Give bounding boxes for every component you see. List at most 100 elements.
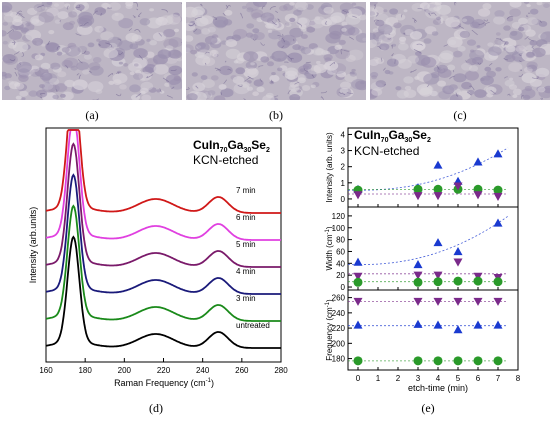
- texture-grain: [146, 38, 151, 42]
- texture-grain: [313, 63, 327, 74]
- texture-grain: [172, 12, 180, 18]
- texture-grain: [399, 39, 406, 45]
- texture-boundary: [414, 20, 416, 24]
- texture-boundary: [504, 76, 508, 79]
- texture-grain: [114, 12, 119, 16]
- texture-grain: [469, 49, 485, 61]
- texture-grain: [197, 49, 212, 59]
- texture-grain: [543, 3, 550, 8]
- texture-grain: [449, 94, 463, 100]
- texture-grain: [224, 9, 233, 16]
- texture-grain: [495, 32, 501, 36]
- texture-grain: [355, 33, 366, 43]
- texture-boundary: [531, 46, 535, 49]
- texture-grain: [370, 38, 377, 49]
- texture-grain: [233, 28, 248, 39]
- texture-grain: [196, 42, 206, 49]
- etch-x-tick-label-8: 8: [516, 374, 521, 383]
- etch-point-0-1-5: [493, 185, 503, 195]
- texture-grain: [344, 73, 357, 83]
- texture-grain: [246, 86, 253, 91]
- spectra-x-tick-label-5: 260: [235, 366, 249, 375]
- texture-grain: [207, 26, 216, 33]
- texture-grain: [157, 49, 172, 59]
- caption-c: (c): [453, 108, 467, 122]
- texture-grain: [461, 15, 475, 25]
- texture-grain: [373, 56, 380, 62]
- texture-grain: [271, 50, 288, 62]
- texture-grain: [328, 24, 345, 36]
- texture-boundary: [88, 70, 92, 73]
- texture-boundary: [16, 10, 22, 15]
- texture-boundary: [521, 94, 524, 100]
- etch-y-label-1: Width (cm-1): [325, 226, 334, 270]
- texture-grain: [225, 48, 241, 60]
- texture-grain: [494, 10, 505, 18]
- texture-boundary: [76, 73, 80, 76]
- texture-grain: [442, 85, 455, 95]
- texture-grain: [289, 2, 295, 6]
- texture-grain: [211, 50, 217, 54]
- texture-grain: [153, 64, 169, 75]
- texture-grain: [132, 72, 144, 80]
- etch-trend-0-0: [348, 147, 509, 191]
- texture-grain: [371, 88, 383, 96]
- texture-grain: [252, 28, 260, 34]
- caption-e: (e): [421, 401, 435, 415]
- spectrum-label-2: 4 min: [236, 267, 256, 276]
- texture-boundary: [118, 52, 124, 55]
- spectrum-label-3: 5 min: [236, 240, 256, 249]
- texture-boundary: [483, 19, 488, 22]
- texture-grain: [265, 92, 274, 99]
- texture-grain: [535, 67, 550, 78]
- texture-grain: [386, 58, 399, 67]
- texture-grain: [155, 16, 168, 26]
- texture-grain: [334, 44, 343, 51]
- texture-grain: [243, 51, 259, 62]
- texture-grain: [526, 17, 538, 26]
- texture-grain: [46, 7, 59, 17]
- texture-grain: [403, 9, 408, 13]
- texture-boundary: [311, 74, 315, 79]
- texture-boundary: [9, 58, 15, 61]
- texture-boundary: [243, 98, 247, 100]
- etch-panel-1: 0 20 40 60 80 100 120 Width (cm-1): [325, 206, 519, 292]
- texture-boundary: [484, 21, 490, 26]
- texture-boundary: [338, 91, 344, 94]
- texture-grain: [57, 71, 67, 78]
- etch-x-tick-label-0: 0: [356, 374, 361, 383]
- etch-point-2-1-5: [493, 320, 503, 329]
- texture-grain: [302, 63, 312, 70]
- texture-grain: [526, 61, 538, 70]
- texture-grain: [211, 75, 219, 81]
- texture-grain: [233, 83, 250, 95]
- etch-panel-frame-2: [347, 289, 519, 371]
- texture-grain: [94, 25, 104, 33]
- spectra-x-tick-label-3: 220: [157, 366, 171, 375]
- texture-grain: [173, 76, 181, 82]
- texture-grain: [149, 8, 155, 12]
- etch-point-1-2-1: [413, 277, 423, 287]
- texture-boundary: [14, 50, 20, 55]
- texture-grain: [232, 76, 245, 85]
- etch-point-2-1-1: [413, 319, 423, 328]
- texture-grain: [515, 45, 527, 53]
- texture-grain: [404, 29, 414, 36]
- texture-grain: [186, 93, 198, 100]
- etch-point-2-1-2: [433, 320, 443, 329]
- texture-grain: [45, 42, 60, 53]
- etch-y-tick-label-0-3: 3: [341, 147, 346, 156]
- texture-boundary: [377, 45, 382, 50]
- texture-boundary: [466, 91, 472, 96]
- texture-grain: [70, 65, 78, 71]
- texture-boundary: [506, 16, 514, 20]
- texture-grain: [41, 82, 57, 93]
- texture-grain: [433, 6, 440, 12]
- texture-grain: [148, 68, 155, 73]
- texture-grain: [375, 80, 386, 88]
- texture-boundary: [205, 51, 210, 54]
- texture-grain: [536, 2, 543, 6]
- texture-grain: [36, 89, 48, 98]
- etch-panel-frame-1: [347, 206, 519, 291]
